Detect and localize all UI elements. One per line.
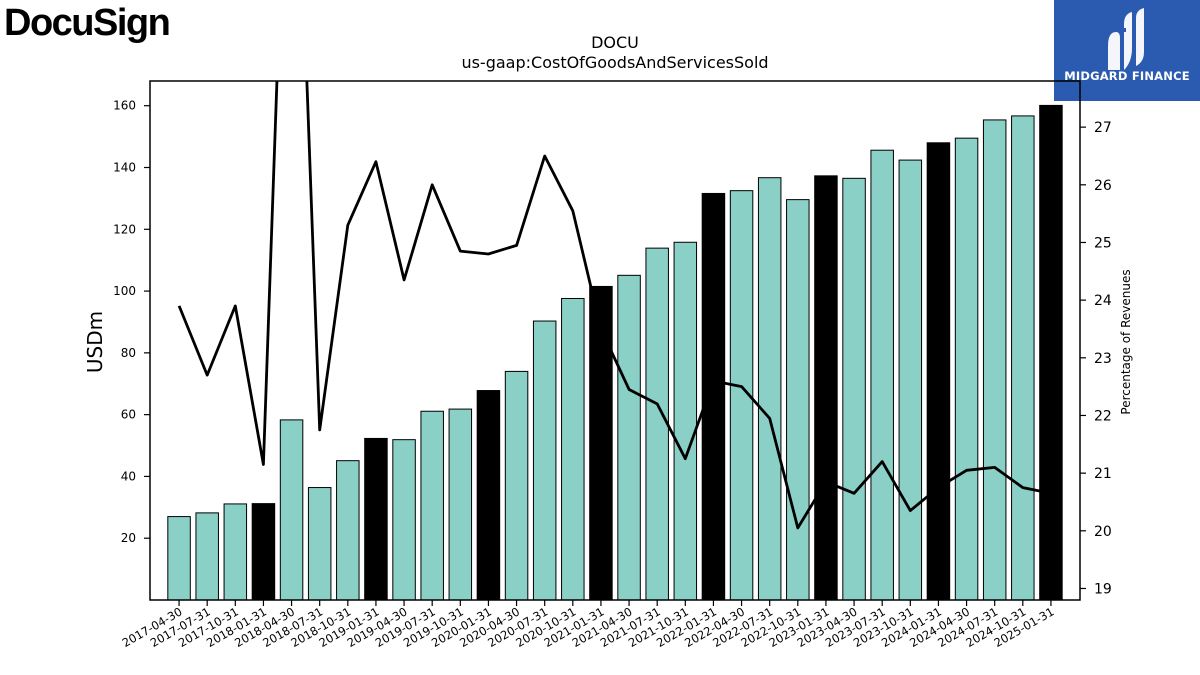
bar-2019-07-31 <box>420 410 444 601</box>
bar-2022-07-31 <box>757 177 782 601</box>
docusign-logo: DocuSign <box>4 2 171 44</box>
y2-tick-label: 23 <box>1094 351 1112 367</box>
bar-2023-10-31 <box>898 159 923 601</box>
midgard-emblem-icon <box>1108 8 1144 70</box>
y2-tick-label: 21 <box>1094 466 1112 482</box>
bar-2021-10-31 <box>673 241 698 601</box>
bar-2021-01-31 <box>589 285 613 601</box>
bar-2021-04-30 <box>617 274 641 601</box>
bar-2020-04-30 <box>504 370 529 601</box>
bar-2017-04-30 <box>167 516 191 601</box>
bar-2023-07-31 <box>870 149 894 601</box>
y2-tick-label: 26 <box>1094 178 1112 194</box>
y-tick-label: 120 <box>113 222 136 236</box>
bar-series <box>167 104 1063 601</box>
bar-2019-10-31 <box>448 408 473 601</box>
bar-2021-07-31 <box>645 247 669 601</box>
bar-2023-01-31 <box>814 175 838 601</box>
bar-2022-01-31 <box>701 192 726 601</box>
bar-2019-01-31 <box>364 437 388 601</box>
bar-2018-01-31 <box>251 503 276 601</box>
y2-tick-label: 22 <box>1094 408 1112 424</box>
plot-frame <box>149 80 1081 601</box>
y2-tick-label: 24 <box>1094 293 1112 309</box>
bar-2020-01-31 <box>476 390 501 601</box>
bar-2024-07-31 <box>982 119 1007 601</box>
line-series <box>177 81 1052 530</box>
bar-2017-07-31 <box>195 512 219 601</box>
y-tick-label: 60 <box>121 408 136 422</box>
midgard-finance-logo: MIDGARD FINANCE <box>1054 0 1200 101</box>
bar-2018-10-31 <box>336 460 360 601</box>
bar-2019-04-30 <box>392 439 416 601</box>
bar-2018-07-31 <box>307 487 332 601</box>
y2-tick-label: 27 <box>1094 120 1112 136</box>
bar-2024-10-31 <box>1011 115 1035 601</box>
bar-2024-04-30 <box>954 137 979 601</box>
y-tick-label: 100 <box>113 284 136 298</box>
bar-2020-10-31 <box>561 297 585 601</box>
y-axis-label: USDm <box>83 311 107 373</box>
y-tick-label: 20 <box>121 531 136 545</box>
y2-axis-label: Percentage of Revenues <box>1119 269 1133 414</box>
bar-2020-07-31 <box>532 320 557 601</box>
bar-2024-01-31 <box>926 142 951 601</box>
bar-2025-01-31 <box>1039 104 1063 601</box>
y-tick-label: 80 <box>121 346 136 360</box>
bar-2017-10-31 <box>223 503 248 601</box>
y-tick-label: 140 <box>113 161 136 175</box>
y2-tick-label: 25 <box>1094 235 1112 251</box>
brand-name: MIDGARD FINANCE <box>1064 69 1190 83</box>
y-tick-label: 160 <box>113 99 136 113</box>
bar-2023-04-30 <box>842 177 866 601</box>
chart-title: DOCU <box>591 33 639 52</box>
y-tick-label: 40 <box>121 469 136 483</box>
bar-2022-10-31 <box>786 199 810 601</box>
percentage-of-revenues-line <box>177 81 1052 530</box>
y2-tick-label: 19 <box>1094 581 1112 597</box>
y2-tick-label: 20 <box>1094 524 1112 540</box>
chart-subtitle: us-gaap:CostOfGoodsAndServicesSold <box>461 53 768 72</box>
bar-2018-04-30 <box>279 419 304 601</box>
